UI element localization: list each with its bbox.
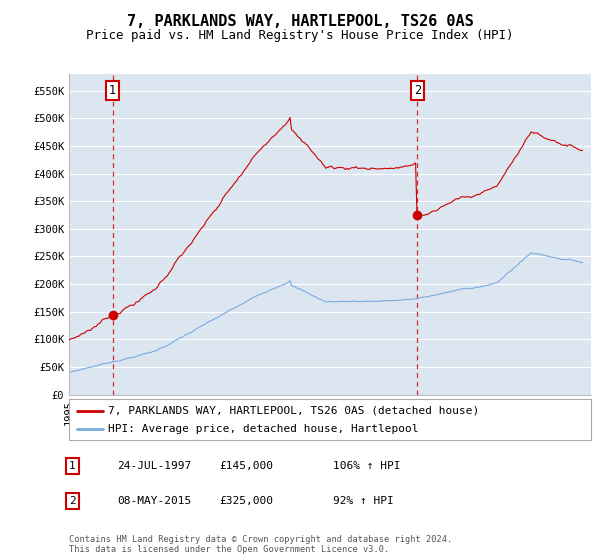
Text: 1: 1	[69, 461, 76, 471]
Text: 2: 2	[414, 84, 421, 97]
Text: 1: 1	[109, 84, 116, 97]
Text: 92% ↑ HPI: 92% ↑ HPI	[333, 496, 394, 506]
Text: 7, PARKLANDS WAY, HARTLEPOOL, TS26 0AS (detached house): 7, PARKLANDS WAY, HARTLEPOOL, TS26 0AS (…	[108, 405, 479, 416]
Text: 7, PARKLANDS WAY, HARTLEPOOL, TS26 0AS: 7, PARKLANDS WAY, HARTLEPOOL, TS26 0AS	[127, 14, 473, 29]
Text: Contains HM Land Registry data © Crown copyright and database right 2024.
This d: Contains HM Land Registry data © Crown c…	[69, 535, 452, 554]
Text: £325,000: £325,000	[219, 496, 273, 506]
Text: 24-JUL-1997: 24-JUL-1997	[117, 461, 191, 471]
Text: 08-MAY-2015: 08-MAY-2015	[117, 496, 191, 506]
Text: HPI: Average price, detached house, Hartlepool: HPI: Average price, detached house, Hart…	[108, 424, 419, 434]
Text: 2: 2	[69, 496, 76, 506]
Text: Price paid vs. HM Land Registry's House Price Index (HPI): Price paid vs. HM Land Registry's House …	[86, 29, 514, 42]
Text: 106% ↑ HPI: 106% ↑ HPI	[333, 461, 401, 471]
Text: £145,000: £145,000	[219, 461, 273, 471]
